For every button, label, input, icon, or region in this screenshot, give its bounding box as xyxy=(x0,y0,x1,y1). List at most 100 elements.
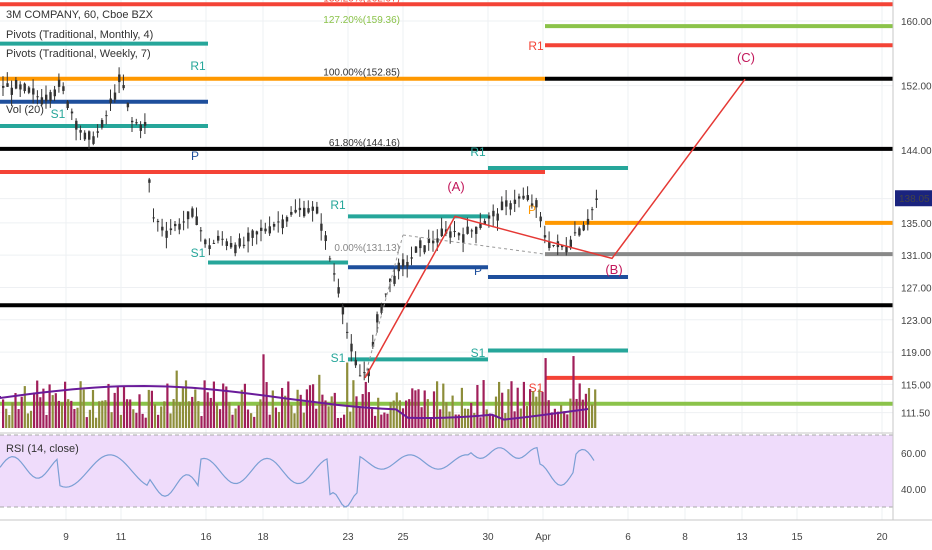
volume-bar xyxy=(219,409,222,428)
volume-bar xyxy=(426,399,429,428)
pivot-label: S1 xyxy=(51,107,66,121)
candle-body xyxy=(139,124,142,131)
x-tick-label: 6 xyxy=(625,532,631,543)
volume-bar xyxy=(296,389,299,428)
volume-bar xyxy=(129,399,132,428)
candle-body xyxy=(53,89,56,97)
candle-body xyxy=(440,228,443,237)
volume-bar xyxy=(206,392,209,428)
volume-bar xyxy=(442,383,445,428)
candle-body xyxy=(96,131,99,133)
candle-body xyxy=(539,216,542,222)
volume-bar xyxy=(587,388,591,428)
volume-bar xyxy=(333,392,336,428)
candle-body xyxy=(552,245,555,247)
candle-body xyxy=(535,200,538,208)
volume-bar xyxy=(408,399,411,428)
volume-bar xyxy=(2,399,5,428)
volume-bar xyxy=(281,387,284,428)
volume-bar xyxy=(277,411,281,428)
volume-bar xyxy=(36,380,39,428)
candle-body xyxy=(126,102,130,108)
volume-bar xyxy=(436,381,439,428)
candle-body xyxy=(105,115,108,117)
candle-body xyxy=(255,231,259,235)
volume-bar xyxy=(569,398,572,428)
candle-body xyxy=(70,111,74,114)
candle-body xyxy=(174,223,177,227)
legend-rsi: RSI (14, close) xyxy=(6,443,79,455)
candle-body xyxy=(595,198,598,200)
volume-bar xyxy=(144,417,147,428)
x-tick-label: 11 xyxy=(116,532,127,543)
volume-bar xyxy=(95,417,98,428)
volume-bar xyxy=(60,402,64,428)
candle-body xyxy=(496,213,499,221)
volume-bar xyxy=(8,415,11,428)
candle-body xyxy=(350,343,353,352)
volume-bar xyxy=(516,387,519,428)
volume-bar xyxy=(479,417,482,428)
volume-bar xyxy=(460,387,463,428)
volume-bar xyxy=(485,409,488,428)
candle-body xyxy=(298,207,302,211)
candle-body xyxy=(19,84,22,90)
volume-bar xyxy=(594,389,597,428)
volume-bar xyxy=(262,354,265,428)
volume-bar xyxy=(132,409,135,428)
volume-bar xyxy=(194,389,197,428)
volume-bar xyxy=(312,384,315,428)
volume-bar xyxy=(48,384,51,428)
candle-body xyxy=(518,196,521,199)
volume-bar xyxy=(491,414,494,428)
volume-bar xyxy=(423,390,426,428)
candle-body xyxy=(217,235,220,241)
candle-body xyxy=(23,83,26,92)
x-tick-label: 16 xyxy=(200,532,212,543)
candle-body xyxy=(148,179,151,183)
legend-weekly-pivots: Pivots (Traditional, Weekly, 7) xyxy=(6,48,151,60)
x-tick-label: 18 xyxy=(257,532,269,543)
volume-bar xyxy=(361,394,364,428)
candle-body xyxy=(152,217,155,219)
volume-bar xyxy=(287,381,290,428)
volume-bar xyxy=(293,413,296,428)
candle-body xyxy=(221,238,224,240)
candle-body xyxy=(156,220,160,223)
volume-bar xyxy=(126,399,129,428)
fib-level-label: 127.20%(159.36) xyxy=(323,15,400,26)
candle-body xyxy=(229,243,233,248)
volume-bar xyxy=(209,397,212,428)
volume-bar xyxy=(401,408,405,428)
volume-bar xyxy=(507,389,510,428)
candle-body xyxy=(410,257,413,259)
volume-bar xyxy=(225,386,228,428)
candle-body xyxy=(225,241,228,247)
candle-body xyxy=(294,209,297,213)
volume-bar xyxy=(163,401,166,428)
y-tick-label: 127.00 xyxy=(901,283,932,294)
candle-body xyxy=(6,83,9,87)
candle-body xyxy=(135,122,138,124)
volume-bar xyxy=(494,396,498,428)
volume-bar xyxy=(234,408,237,428)
candle-body xyxy=(307,208,310,213)
candle-body xyxy=(380,305,383,313)
volume-bar xyxy=(448,411,451,428)
volume-bar xyxy=(215,403,219,428)
wave-label: (B) xyxy=(605,262,622,277)
candle-body xyxy=(522,195,525,199)
volume-bar xyxy=(191,396,194,428)
candle-body xyxy=(83,132,87,140)
candle-body xyxy=(419,240,422,249)
candle-body xyxy=(2,86,5,88)
volume-bar xyxy=(11,402,14,428)
x-tick-label: 15 xyxy=(791,532,803,543)
volume-bar xyxy=(98,401,101,428)
volume-bar xyxy=(212,381,215,428)
volume-bar xyxy=(389,402,392,428)
candle-body xyxy=(191,208,194,217)
candle-body xyxy=(561,245,564,248)
candle-body xyxy=(526,195,529,200)
